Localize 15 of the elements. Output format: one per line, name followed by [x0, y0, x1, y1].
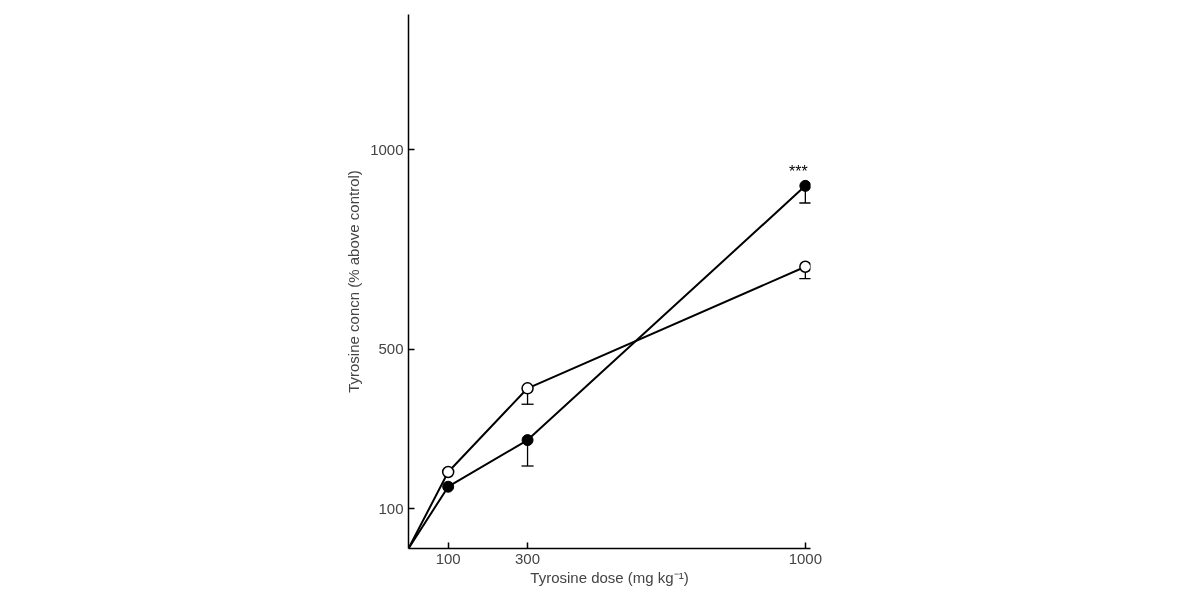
- point: [441, 465, 455, 479]
- y-tick-label: 1000: [370, 140, 404, 158]
- x-axis-title: Tyrosine dose (mg kg⁻¹): [530, 568, 689, 586]
- y-axis-title: Tyrosine concn (% above control): [345, 170, 363, 393]
- point: [799, 260, 811, 273]
- y-tick-label: 100: [378, 499, 404, 517]
- point: [521, 434, 534, 447]
- y-tick-label: 500: [378, 340, 404, 358]
- point: [442, 480, 455, 493]
- point: [521, 382, 534, 395]
- x-tick-label: 100: [435, 549, 461, 567]
- annotation: ***: [789, 162, 808, 180]
- x-tick-label: 1000: [788, 549, 823, 567]
- x-tick-label: 300: [515, 549, 541, 567]
- point: [799, 179, 811, 192]
